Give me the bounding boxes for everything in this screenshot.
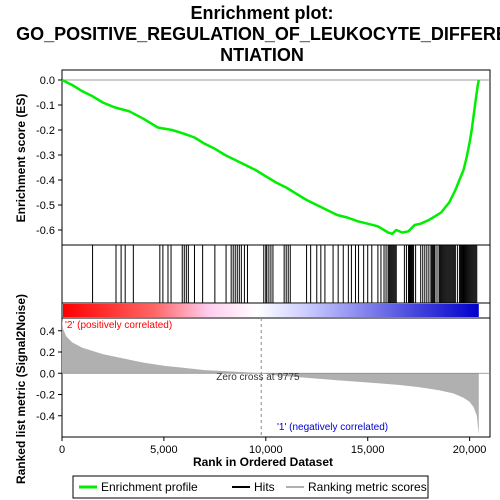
- x-tick-label: 20,000: [453, 444, 487, 456]
- metric-panel: 0.4 0.2 0.0 -0.2 -0.4 '2' (positively correla…: [36, 302, 491, 456]
- negative-correlation-label: '1' (negatively correlated): [277, 422, 388, 433]
- positive-correlation-label: '2' (positively correlated): [65, 320, 172, 331]
- legend-box: [72, 475, 429, 499]
- metric-axis-title: Ranked list metric (Signal2Noise): [14, 294, 28, 484]
- es-y-tick-label: 0.0: [40, 75, 55, 87]
- es-y-tick-label: -0.3: [36, 150, 55, 162]
- legend-label-hits: Hits: [254, 480, 275, 494]
- metric-y-tick-label: 0.2: [40, 347, 55, 359]
- es-y-tick-label: -0.4: [36, 175, 55, 187]
- metric-y-tick-label: 0.0: [40, 368, 55, 380]
- metric-y-tick-label: -0.2: [36, 390, 55, 402]
- ranking-metric-area: [62, 318, 479, 435]
- x-tick-label: 5,000: [150, 444, 178, 456]
- x-axis-title: Rank in Ordered Dataset: [193, 455, 333, 469]
- es-y-tick-label: -0.5: [36, 200, 55, 212]
- chart-title-line-1: Enrichment plot:: [191, 3, 334, 23]
- metric-y-tick-label: 0.4: [40, 326, 55, 338]
- x-tick-label: 0: [59, 444, 65, 456]
- x-tick-label: 10,000: [249, 444, 283, 456]
- es-y-tick-label: -0.2: [36, 125, 55, 137]
- es-panel: 0.0 -0.1 -0.2 -0.3 -0.4 -0.5 -0.6: [36, 69, 491, 246]
- legend-label-ranking-metric: Ranking metric scores: [308, 480, 427, 494]
- hits-frame: [61, 244, 491, 304]
- enrichment-profile-line: [61, 78, 481, 236]
- legend-label-enrichment-profile: Enrichment profile: [101, 480, 198, 494]
- chart-title-line-2: GO_POSITIVE_REGULATION_OF_LEUKOCYTE_DIFF…: [16, 24, 500, 44]
- x-tick-label: 15,000: [351, 444, 385, 456]
- es-y-tick-label: -0.6: [36, 225, 55, 237]
- chart-title-line-3: NTIATION: [220, 45, 304, 65]
- es-plot-frame: [61, 69, 491, 246]
- es-axis-title: Enrichment score (ES): [14, 94, 28, 223]
- correlation-color-band: [63, 304, 479, 317]
- es-y-tick-label: -0.1: [36, 100, 55, 112]
- legend: Enrichment profile Hits Ranking metric s…: [72, 475, 429, 499]
- zero-cross-label: Zero cross at 9775: [216, 372, 300, 383]
- hits-panel: [61, 244, 491, 304]
- metric-y-tick-label: -0.4: [36, 411, 55, 423]
